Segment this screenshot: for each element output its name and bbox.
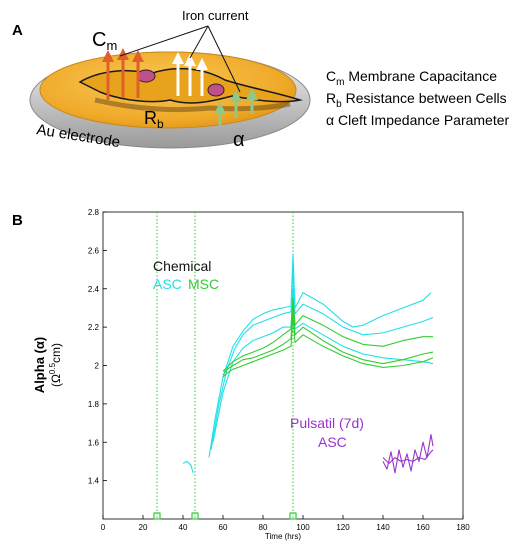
legend-rb: Rb Resistance between Cells: [326, 90, 507, 110]
annotation-chemical: Chemical: [153, 258, 211, 274]
x-tick-label: 40: [179, 523, 188, 532]
alpha-chart: 0 20 40 60 80 100 120 140 160 180 1.4 1.6 1.8 2 2.2 2.…: [32, 208, 470, 541]
y-tick-label: 2.6: [88, 246, 100, 255]
legend-text: Cleft Impedance Parameter: [337, 112, 510, 128]
legend-subscript: b: [336, 98, 342, 110]
series-line-msc: [222, 307, 434, 376]
x-tick-label: 120: [336, 523, 350, 532]
series-line-asc: [382, 434, 434, 474]
pointer-line: [207, 25, 241, 93]
x-tick-label: 0: [101, 523, 106, 532]
pointer-line: [119, 25, 209, 57]
series-line-msc: [222, 315, 434, 378]
cell-shadow: [94, 97, 291, 113]
rb-label: Rb: [144, 108, 164, 131]
y-tick-label: 2.8: [88, 208, 100, 217]
y-tick-label: 2.4: [88, 285, 100, 294]
series-line-asc: [212, 288, 434, 443]
y-tick-label: 2.2: [88, 323, 100, 332]
series-line-asc: [182, 460, 194, 474]
legend-symbol: α: [326, 112, 335, 128]
legend-cm: Cm Membrane Capacitance: [326, 68, 497, 88]
x-axis-label: Time (hrs): [265, 532, 301, 541]
x-tick-label: 80: [259, 523, 268, 532]
panel-a-label: A: [12, 22, 23, 39]
iron-current-label: Iron current: [182, 8, 249, 23]
x-tick-label: 100: [296, 523, 310, 532]
x-tick-label: 140: [376, 523, 390, 532]
legend-text: Membrane Capacitance: [348, 68, 497, 84]
legend-subscript: m: [336, 76, 345, 88]
legend-symbol: R: [326, 90, 337, 106]
annotation-asc: ASC: [153, 276, 182, 292]
legend-text: Resistance between Cells: [345, 90, 507, 106]
event-marker: [153, 512, 161, 520]
series-line-asc: [208, 253, 432, 458]
panel-b-label: B: [12, 212, 23, 229]
x-tick-label: 60: [219, 523, 228, 532]
y-axis-label-unit: (Ω0.5cm): [48, 343, 63, 387]
cell-diagram: Iron current Cm Rb α Au electrode: [29, 8, 311, 151]
series-line-msc: [222, 297, 433, 372]
nucleus-2: [207, 83, 225, 97]
annotation-msc: MSC: [188, 276, 219, 292]
y-tick-label: 1.6: [88, 438, 100, 447]
legend-symbol: C: [326, 68, 337, 84]
legend-alpha: α Cleft Impedance Parameter: [326, 112, 509, 128]
y-tick-label: 1.8: [88, 400, 100, 409]
event-marker: [289, 512, 297, 520]
event-marker: [191, 512, 199, 520]
annotation-pulsatil: Pulsatil (7d): [290, 415, 364, 431]
y-tick-label: 1.4: [88, 477, 100, 486]
y-tick-label: 2: [95, 362, 100, 371]
series-line-asc: [382, 449, 434, 464]
x-tick-label: 20: [139, 523, 148, 532]
annotation-pulsatil-asc: ASC: [318, 434, 347, 450]
alpha-label: α: [233, 129, 245, 151]
series-line-asc: [210, 269, 434, 450]
pointer-line: [189, 25, 209, 59]
nucleus-1: [136, 69, 156, 83]
cm-label: Cm: [92, 29, 117, 53]
x-tick-label: 160: [416, 523, 430, 532]
x-tick-label: 180: [456, 523, 470, 532]
y-axis-label-main: Alpha (α): [32, 337, 47, 393]
